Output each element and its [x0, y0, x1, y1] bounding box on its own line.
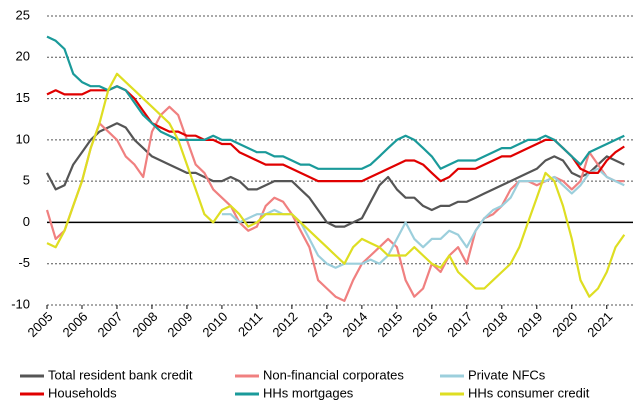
- x-tick-label: 2007: [94, 309, 125, 340]
- x-tick-label: 2010: [199, 309, 230, 340]
- y-tick-label: -5: [18, 255, 30, 270]
- x-tick-label: 2009: [164, 309, 195, 340]
- y-tick-label: 5: [23, 173, 30, 188]
- x-tick-label: 2015: [374, 309, 405, 340]
- series-line: [45, 105, 625, 302]
- x-tick-label: 2012: [269, 309, 300, 340]
- y-tick-label: -10: [11, 296, 30, 311]
- y-tick-label: 15: [16, 90, 30, 105]
- x-tick-label: 2019: [514, 309, 545, 340]
- x-tick-label: 2011: [235, 309, 265, 339]
- legend-label: Total resident bank credit: [48, 367, 193, 382]
- y-tick-label: 25: [16, 7, 30, 22]
- legend-label: Households: [48, 385, 117, 400]
- legend-label: Non-financial corporates: [263, 367, 404, 382]
- x-tick-label: 2017: [444, 309, 475, 340]
- x-tick-label: 2020: [549, 309, 580, 340]
- series-line: [46, 85, 625, 183]
- x-tick-label: 2006: [59, 309, 90, 340]
- series-line: [46, 72, 626, 298]
- x-tick-label: 2014: [339, 309, 370, 340]
- series-line: [46, 122, 625, 228]
- series-line: [221, 167, 625, 269]
- x-tick-label: 2008: [129, 309, 160, 340]
- x-tick-label: 2016: [409, 309, 440, 340]
- legend-label: HHs consumer credit: [468, 385, 590, 400]
- legend-label: HHs mortgages: [263, 385, 354, 400]
- y-tick-label: 0: [23, 214, 30, 229]
- series-line: [46, 35, 625, 170]
- y-tick-label: 10: [16, 131, 30, 146]
- x-tick-label: 2018: [479, 309, 510, 340]
- y-tick-label: 20: [16, 49, 30, 64]
- legend-label: Private NFCs: [468, 367, 546, 382]
- x-tick-label: 2005: [24, 309, 55, 340]
- x-tick-label: 2013: [304, 309, 335, 340]
- x-tick-label: 2021: [584, 309, 615, 340]
